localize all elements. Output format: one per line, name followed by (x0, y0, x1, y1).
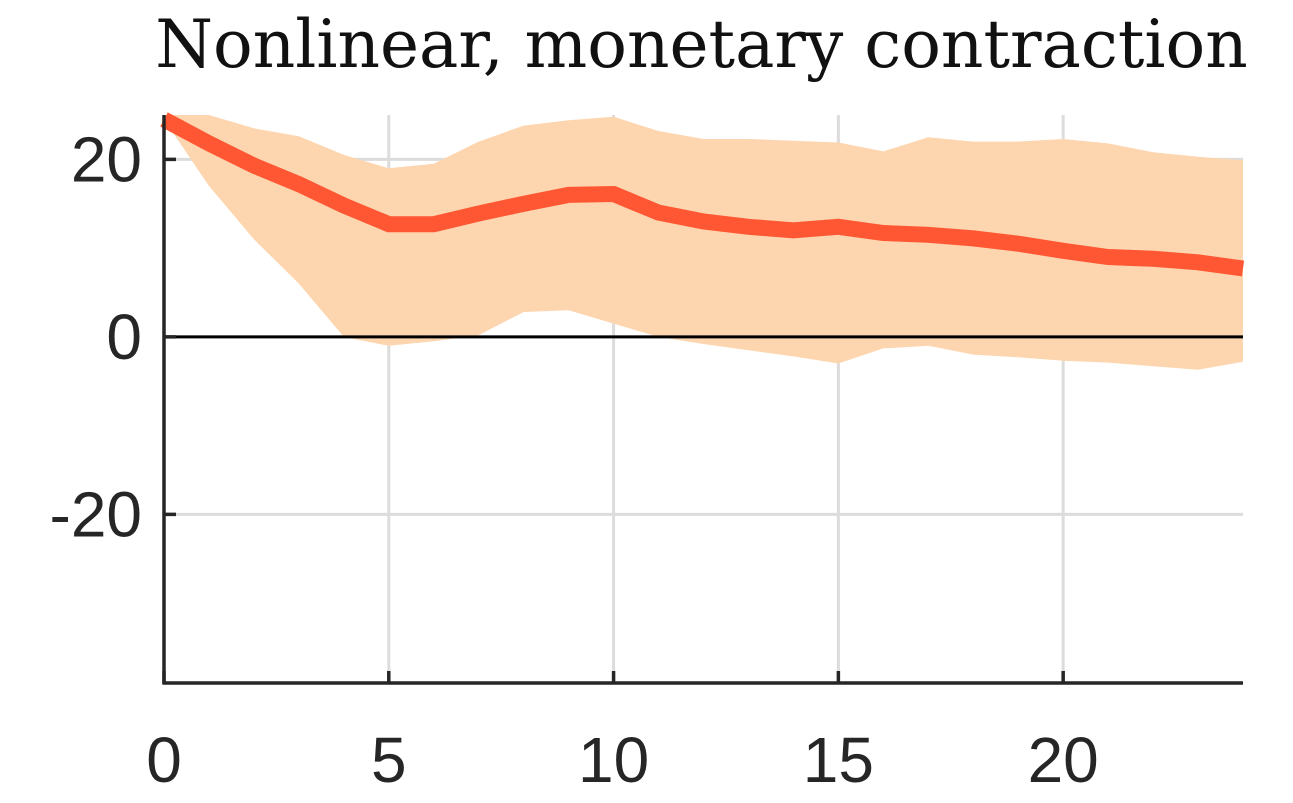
x-tick-label: 10 (578, 724, 649, 796)
y-tick-label: 0 (106, 301, 142, 373)
x-tick-label: 20 (1028, 724, 1099, 796)
y-tick-label: -20 (50, 478, 143, 550)
x-tick-label: 15 (803, 724, 874, 796)
y-tick-label: 20 (71, 123, 142, 195)
x-tick-label: 0 (146, 724, 182, 796)
x-tick-label: 5 (371, 724, 407, 796)
confidence-band (164, 115, 1243, 370)
axis-layer (162, 115, 1243, 685)
series-line (160, 112, 1245, 277)
chart-title: Nonlinear, monetary contraction (155, 6, 1248, 83)
tick-label-layer: 0 5 10 15 20 -20 0 20 (50, 123, 1099, 796)
confidence-band-layer (164, 115, 1243, 370)
series-layer (160, 112, 1245, 277)
